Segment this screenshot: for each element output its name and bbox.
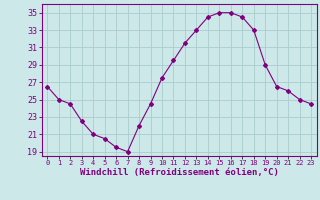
X-axis label: Windchill (Refroidissement éolien,°C): Windchill (Refroidissement éolien,°C): [80, 168, 279, 177]
